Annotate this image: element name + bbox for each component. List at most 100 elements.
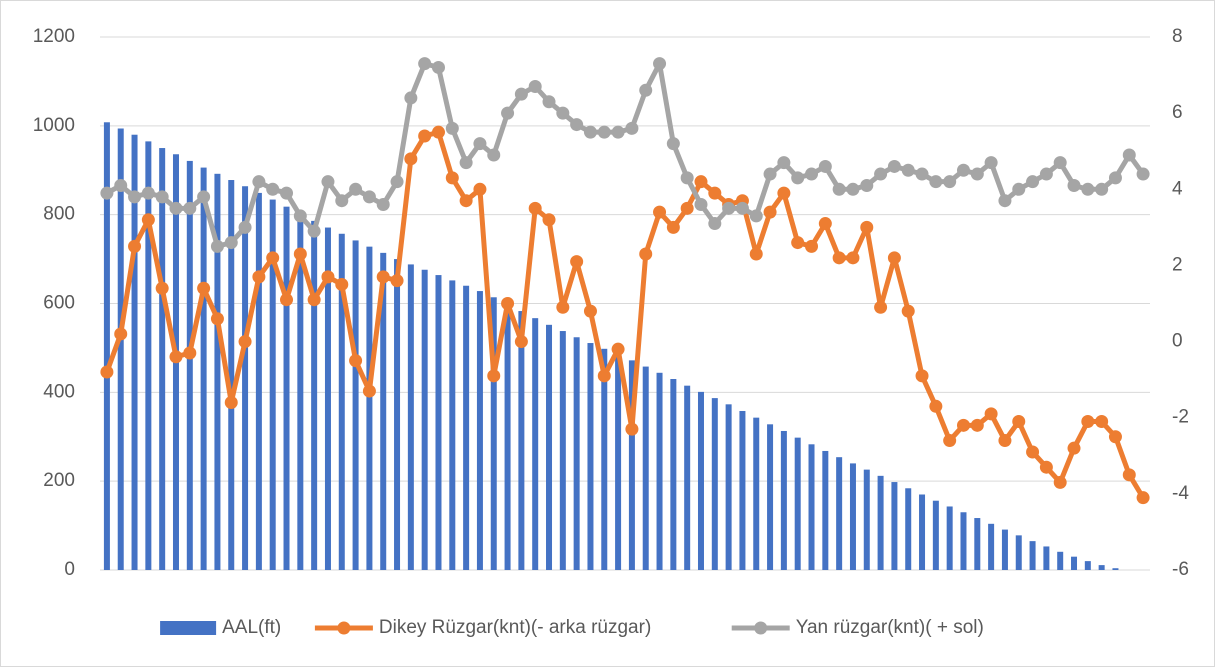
point xyxy=(749,209,763,223)
point xyxy=(128,190,142,204)
bar xyxy=(905,488,912,570)
point xyxy=(846,251,860,265)
bar xyxy=(628,360,635,570)
point xyxy=(514,87,528,101)
bar xyxy=(103,122,110,570)
point xyxy=(183,346,197,360)
bar xyxy=(974,518,981,570)
bar xyxy=(642,366,649,570)
point xyxy=(321,270,335,284)
point xyxy=(266,251,280,265)
bar xyxy=(601,348,608,570)
bar xyxy=(725,404,732,570)
point xyxy=(169,350,183,364)
bar xyxy=(573,337,580,570)
point xyxy=(887,159,901,173)
point xyxy=(1039,460,1053,474)
legend-swatch xyxy=(160,621,217,635)
point xyxy=(501,106,515,120)
point xyxy=(1122,468,1136,482)
point xyxy=(1108,430,1122,444)
y-tick-label: 200 xyxy=(43,470,75,491)
point xyxy=(708,186,722,200)
y2-tick-label: 0 xyxy=(1172,331,1183,352)
bar xyxy=(546,324,553,570)
y-tick-label: 0 xyxy=(64,559,75,580)
point xyxy=(694,198,708,212)
point xyxy=(708,217,722,231)
point xyxy=(224,395,238,409)
bar xyxy=(228,180,235,570)
bar xyxy=(891,482,898,570)
point xyxy=(625,422,639,436)
bar xyxy=(1071,556,1078,570)
point xyxy=(653,205,667,219)
point xyxy=(210,312,224,326)
bar xyxy=(255,192,262,570)
bar xyxy=(697,391,704,570)
bar xyxy=(863,469,870,570)
point xyxy=(445,121,459,135)
bar xyxy=(711,398,718,570)
point xyxy=(141,213,155,227)
bar xyxy=(656,372,663,570)
point xyxy=(846,182,860,196)
y2-tick-label: 2 xyxy=(1172,254,1183,275)
point xyxy=(1095,415,1109,429)
bar xyxy=(200,167,207,570)
point xyxy=(570,255,584,269)
bar xyxy=(684,385,691,570)
point xyxy=(653,57,667,71)
point xyxy=(915,369,929,383)
point xyxy=(349,182,363,196)
point xyxy=(998,434,1012,448)
point xyxy=(514,335,528,349)
point xyxy=(128,239,142,253)
point xyxy=(777,156,791,170)
y2-tick-label: -4 xyxy=(1172,483,1189,504)
point xyxy=(404,152,418,166)
point xyxy=(749,247,763,261)
point xyxy=(238,335,252,349)
point xyxy=(556,300,570,314)
bar xyxy=(366,246,373,570)
point xyxy=(860,178,874,192)
bar xyxy=(504,303,511,570)
point xyxy=(570,118,584,132)
bar xyxy=(131,134,138,570)
bar xyxy=(822,450,829,570)
legend-marker xyxy=(754,621,768,635)
point xyxy=(141,186,155,200)
bar xyxy=(794,437,801,570)
point xyxy=(956,163,970,177)
point xyxy=(998,194,1012,208)
point xyxy=(763,167,777,181)
legend-label: AAL(ft) xyxy=(222,617,281,638)
lines xyxy=(100,57,1150,505)
point xyxy=(404,91,418,105)
point xyxy=(791,171,805,185)
legend-label: Yan rüzgar(knt)( + sol) xyxy=(796,617,984,638)
y2-tick-label: -2 xyxy=(1172,407,1189,428)
point xyxy=(901,163,915,177)
point xyxy=(956,418,970,432)
legend-marker xyxy=(337,621,351,635)
bar xyxy=(490,297,497,570)
point xyxy=(473,137,487,151)
point xyxy=(597,125,611,139)
point xyxy=(583,125,597,139)
point xyxy=(1026,175,1040,189)
bar xyxy=(186,160,193,571)
bar xyxy=(435,275,442,570)
bar xyxy=(380,252,387,571)
point xyxy=(266,182,280,196)
bar xyxy=(808,444,815,570)
y-tick-label: 600 xyxy=(43,293,75,314)
point xyxy=(680,201,694,215)
bar xyxy=(145,141,152,571)
point xyxy=(418,57,432,71)
bar xyxy=(1112,568,1119,570)
bar xyxy=(1001,529,1008,570)
y2-tick-label: -6 xyxy=(1172,559,1189,580)
point xyxy=(238,220,252,234)
